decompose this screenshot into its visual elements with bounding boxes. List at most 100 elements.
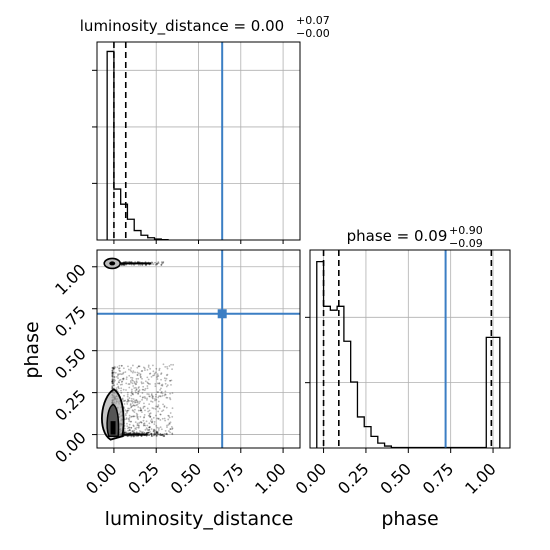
- upper-core: [109, 261, 116, 266]
- sample-point: [127, 399, 130, 402]
- sample-point: [127, 368, 130, 371]
- sample-point: [149, 420, 152, 422]
- sample-point: [154, 433, 156, 436]
- sample-point: [165, 385, 168, 388]
- sample-point: [148, 434, 150, 436]
- sample-point: [118, 379, 121, 382]
- sample-point: [111, 369, 114, 372]
- sample-point: [159, 413, 162, 416]
- sample-point: [135, 431, 138, 434]
- sample-point: [126, 409, 129, 412]
- sample-point: [151, 395, 154, 398]
- sample-point: [157, 375, 160, 377]
- sample-point: [170, 379, 173, 382]
- sample-point: [157, 431, 159, 433]
- sample-point: [117, 373, 119, 376]
- sample-point: [140, 430, 142, 433]
- sample-point: [135, 380, 138, 383]
- sample-point: [125, 382, 128, 385]
- sample-point: [130, 260, 133, 263]
- sample-point: [157, 429, 160, 431]
- sample-point: [132, 415, 135, 418]
- sample-point: [143, 424, 146, 427]
- phase-histogram-panel: 0.00 0.25 0.50 0.75 1.00 phase phase = 0.09 …: [292, 224, 511, 530]
- sample-point: [148, 372, 151, 375]
- sample-point: [131, 430, 134, 432]
- sample-point: [130, 391, 133, 394]
- sample-point: [132, 435, 135, 438]
- sample-point: [162, 433, 164, 436]
- sample-point: [149, 426, 151, 428]
- sample-point: [131, 402, 134, 404]
- sample-point: [111, 375, 114, 378]
- sample-point: [111, 374, 114, 376]
- sample-point: [166, 373, 169, 376]
- sample-point: [153, 421, 156, 423]
- sample-point: [155, 430, 158, 433]
- sample-point: [135, 383, 138, 385]
- sample-point: [143, 396, 146, 398]
- sample-point: [143, 416, 145, 419]
- sample-point: [141, 392, 144, 394]
- sample-point: [134, 383, 137, 386]
- sample-point: [111, 380, 114, 382]
- sample-point: [157, 396, 160, 399]
- sample-point: [134, 408, 136, 411]
- sample-point: [154, 371, 157, 374]
- sample-point: [155, 430, 158, 433]
- sample-point: [142, 419, 145, 422]
- sample-point: [111, 378, 114, 381]
- sample-point: [113, 371, 115, 374]
- sample-point: [132, 430, 135, 433]
- lum-dist-title: luminosity_distance = 0.00: [80, 17, 284, 36]
- sample-point: [156, 426, 159, 429]
- x-tick-label: 1.00: [461, 459, 500, 498]
- sample-point: [162, 261, 165, 263]
- sample-point: [111, 373, 114, 376]
- sample-point: [166, 367, 169, 370]
- sample-point: [143, 431, 146, 434]
- sample-point: [154, 263, 157, 266]
- sample-point: [160, 261, 163, 264]
- sample-point: [160, 373, 162, 376]
- sample-point: [126, 398, 129, 401]
- sample-point: [142, 405, 145, 408]
- sample-point: [137, 426, 140, 429]
- sample-point: [164, 365, 167, 368]
- sample-point: [124, 399, 127, 402]
- histogram-step: [106, 50, 169, 241]
- sample-point: [142, 388, 145, 391]
- sample-point: [157, 417, 160, 420]
- sample-point: [151, 435, 153, 437]
- sample-point: [140, 370, 143, 373]
- sample-point: [165, 374, 168, 377]
- sample-point: [117, 377, 119, 380]
- sample-point: [150, 261, 153, 264]
- sample-point: [163, 394, 166, 397]
- sample-point: [147, 393, 150, 396]
- sample-point: [128, 397, 131, 399]
- sample-point: [152, 374, 154, 377]
- sample-point: [136, 371, 139, 374]
- title-main: phase = 0.09: [347, 227, 448, 245]
- sample-point: [111, 376, 114, 379]
- sample-point: [135, 389, 138, 391]
- sample-point: [111, 382, 114, 385]
- sample-point: [137, 387, 140, 389]
- sample-point: [146, 376, 149, 379]
- sample-point: [154, 395, 157, 398]
- sample-point: [124, 371, 127, 373]
- sample-point: [158, 395, 160, 398]
- sample-point: [161, 392, 164, 395]
- sample-point: [137, 390, 140, 393]
- sample-point: [136, 415, 138, 417]
- sample-point: [132, 385, 135, 387]
- sample-point: [147, 431, 150, 434]
- title-upper-error: +0.90: [449, 224, 483, 237]
- sample-point: [149, 415, 152, 418]
- sample-point: [138, 430, 141, 432]
- sample-point: [143, 367, 146, 370]
- sample-point: [124, 413, 127, 415]
- sample-point: [150, 432, 153, 435]
- sample-point: [137, 409, 140, 412]
